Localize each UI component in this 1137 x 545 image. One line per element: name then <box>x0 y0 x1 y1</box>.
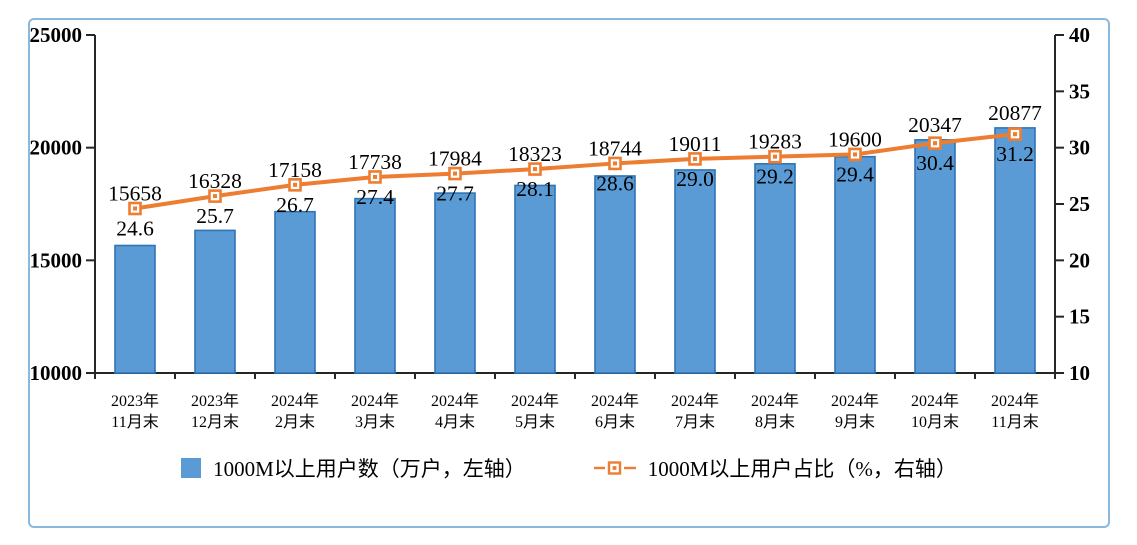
bar <box>674 169 716 374</box>
x-axis-category-label: 2024年 7月末 <box>671 392 719 431</box>
x-axis-category-label: 2024年 5月末 <box>511 392 559 431</box>
x-axis-category-label: 2024年 4月末 <box>431 392 479 431</box>
line-percent-label: 30.4 <box>916 151 954 175</box>
bar-value-label: 17158 <box>268 158 322 182</box>
bar <box>274 210 316 374</box>
legend-label-bar-series: 1000M以上用户数（万户，左轴） <box>213 457 526 481</box>
line-series-marker-icon <box>593 461 636 475</box>
x-axis-category-label: 2024年 6月末 <box>591 392 639 431</box>
x-axis-category-label: 2024年 9月末 <box>831 392 879 431</box>
line-percent-label: 29.4 <box>836 162 874 186</box>
bar <box>354 197 396 374</box>
line-marker-dot <box>533 167 537 172</box>
right-axis-tick-label: 15 <box>1069 305 1090 329</box>
right-axis-tick-label: 30 <box>1069 136 1090 160</box>
left-axis-tick-label: 15000 <box>30 248 83 272</box>
legend-item-line-series: 1000M以上用户占比（%，右轴） <box>593 453 957 483</box>
line-percent-label: 28.6 <box>596 171 634 195</box>
line-marker-dot <box>1013 132 1017 137</box>
line-marker-dot <box>373 174 377 179</box>
right-axis-tick-label: 40 <box>1069 23 1090 47</box>
line-marker-dot <box>933 141 937 146</box>
right-axis-tick-label: 10 <box>1069 361 1090 385</box>
bar-value-label: 17984 <box>428 147 482 171</box>
data-labels: 15658 24.6 16328 25.7 17158 26.7 17738 27.4 1798… <box>108 101 1042 241</box>
bar-value-label: 19011 <box>669 132 722 156</box>
line-percent-label: 31.2 <box>996 142 1034 166</box>
line-markers <box>128 127 1022 216</box>
line-percent-label: 29.2 <box>756 165 794 189</box>
bar-value-label: 18323 <box>508 142 562 166</box>
bar <box>114 244 156 374</box>
line-marker-dot <box>693 156 697 161</box>
x-axis-category-label: 2024年 8月末 <box>751 392 799 431</box>
bar <box>994 127 1036 374</box>
right-axis-tick-label: 20 <box>1069 248 1090 272</box>
line-percent-label: 27.4 <box>356 185 394 209</box>
legend-label-line-series: 1000M以上用户占比（%，右轴） <box>647 457 957 481</box>
left-axis-tick-label: 25000 <box>30 23 83 47</box>
x-axis-category-label: 2023年 12月末 <box>191 392 239 431</box>
line-marker-dot <box>293 182 297 187</box>
left-axis-tick-label: 20000 <box>30 136 83 160</box>
line-marker-dot <box>613 161 617 166</box>
line-marker-dot <box>853 152 857 157</box>
line-percent-label: 27.7 <box>436 182 474 206</box>
line-series <box>133 132 1017 211</box>
line-marker-dot <box>453 171 457 176</box>
bar <box>434 192 476 374</box>
bar-series <box>114 127 1036 374</box>
x-axis-category-label: 2024年 3月末 <box>351 392 399 431</box>
x-axis-category-label: 2024年 10月末 <box>911 392 959 431</box>
line-percent-label: 28.1 <box>516 177 554 201</box>
right-axis-tick-label: 35 <box>1069 79 1090 103</box>
x-axis-category-label: 2023年 11月末 <box>111 392 159 431</box>
right-axis-tick-label: 25 <box>1069 192 1090 216</box>
bar <box>194 229 236 374</box>
line-marker-dot <box>213 194 217 199</box>
x-axis-labels: 2023年 11月末 2023年 12月末 2024年 2月末 2024年 3月末 2024年 4… <box>111 392 1039 431</box>
bar-value-label: 20347 <box>908 113 962 137</box>
bar <box>514 184 556 374</box>
bar-value-label: 15658 <box>108 182 162 206</box>
line-marker-dot <box>133 206 137 211</box>
bar-value-label: 19600 <box>828 127 882 151</box>
bar-value-label: 20877 <box>988 101 1042 125</box>
x-axis-category-label: 2024年 2月末 <box>271 392 319 431</box>
bar-value-label: 17738 <box>348 150 402 174</box>
bar <box>834 155 876 374</box>
line-percent-label: 25.7 <box>196 204 234 228</box>
bar-value-label: 19283 <box>748 130 802 154</box>
left-axis-tick-label: 10000 <box>30 361 83 385</box>
legend-item-bar-series: 1000M以上用户数（万户，左轴） <box>181 453 526 483</box>
line-percent-label: 26.7 <box>276 193 314 217</box>
bar-value-label: 16328 <box>188 169 242 193</box>
line-percent-label: 24.6 <box>116 217 154 241</box>
x-axis-category-label: 2024年 11月末 <box>991 392 1039 431</box>
bar-value-label: 18744 <box>588 136 642 160</box>
bar <box>594 175 636 374</box>
chart-legend: 1000M以上用户数（万户，左轴） 1000M以上用户占比（%，右轴） <box>28 448 1110 488</box>
line-percent-label: 29.0 <box>676 167 714 191</box>
bar-series-swatch-icon <box>181 458 202 478</box>
line-marker-dot <box>773 154 777 159</box>
bar <box>754 163 796 374</box>
